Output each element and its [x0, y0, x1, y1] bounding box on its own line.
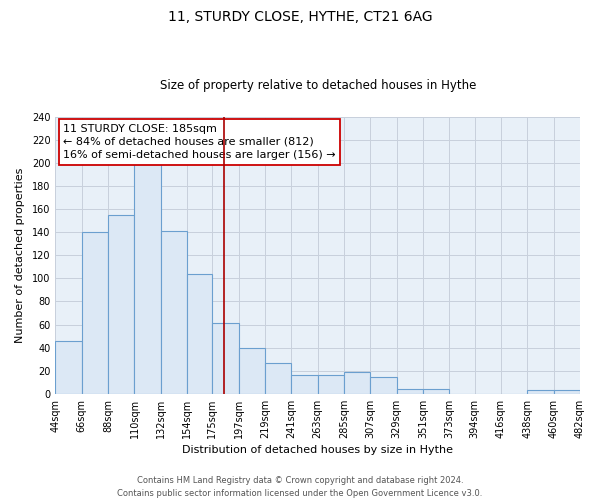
- X-axis label: Distribution of detached houses by size in Hythe: Distribution of detached houses by size …: [182, 445, 453, 455]
- Bar: [318, 376, 344, 394]
- Bar: [527, 390, 554, 394]
- Bar: [265, 362, 292, 394]
- Bar: [292, 376, 318, 394]
- Bar: [239, 348, 265, 394]
- Bar: [370, 376, 397, 394]
- Text: 11 STURDY CLOSE: 185sqm
← 84% of detached houses are smaller (812)
16% of semi-d: 11 STURDY CLOSE: 185sqm ← 84% of detache…: [63, 124, 336, 160]
- Bar: [187, 274, 212, 394]
- Text: Contains HM Land Registry data © Crown copyright and database right 2024.
Contai: Contains HM Land Registry data © Crown c…: [118, 476, 482, 498]
- Bar: [161, 231, 187, 394]
- Y-axis label: Number of detached properties: Number of detached properties: [15, 168, 25, 343]
- Bar: [108, 215, 134, 394]
- Bar: [554, 390, 580, 394]
- Bar: [344, 372, 370, 394]
- Bar: [212, 324, 239, 394]
- Bar: [134, 164, 161, 394]
- Bar: [82, 232, 108, 394]
- Bar: [397, 389, 423, 394]
- Title: Size of property relative to detached houses in Hythe: Size of property relative to detached ho…: [160, 79, 476, 92]
- Text: 11, STURDY CLOSE, HYTHE, CT21 6AG: 11, STURDY CLOSE, HYTHE, CT21 6AG: [167, 10, 433, 24]
- Bar: [55, 340, 82, 394]
- Bar: [423, 389, 449, 394]
